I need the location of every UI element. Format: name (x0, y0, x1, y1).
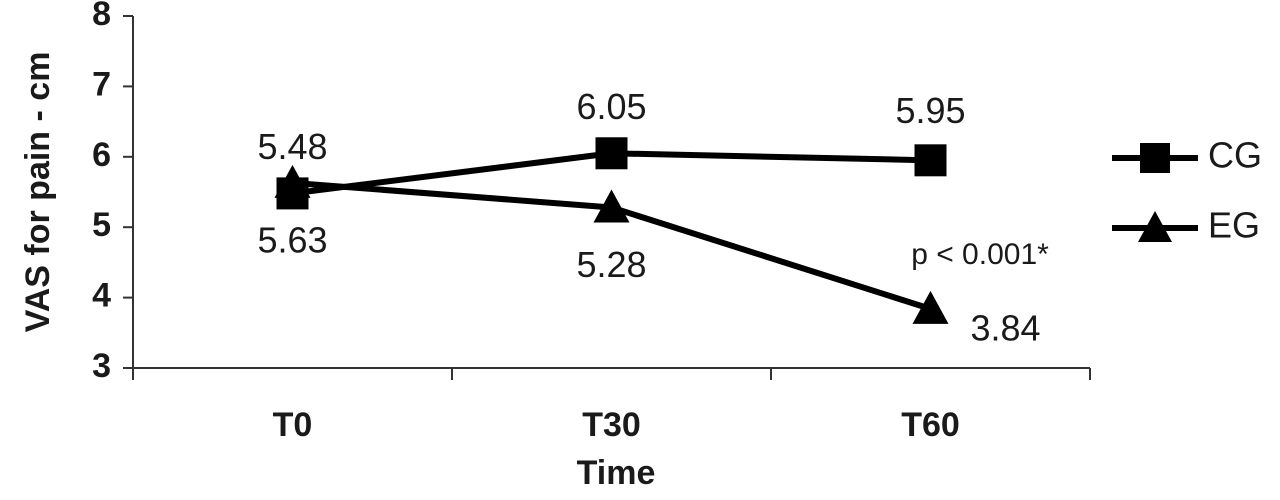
y-tick-label: 6 (92, 136, 111, 174)
data-label-eg-t30: 5.28 (576, 244, 646, 285)
legend-item-cg: CG (1112, 135, 1262, 176)
data-label-cg-t0: 5.48 (257, 126, 327, 167)
data-labels: 5.48 6.05 5.95 5.63 5.28 3.84 (257, 86, 1040, 349)
legend-triangle-icon (1138, 211, 1172, 242)
series-markers (274, 137, 949, 324)
legend-label: CG (1208, 135, 1262, 176)
y-axis-title: VAS for pain - cm (19, 52, 57, 333)
plot-area: 3 4 5 6 7 8 T0 T30 T60 5.48 6.05 5.95 5.63 5.28 3.84 (92, 0, 1091, 444)
x-axis-title: Time (577, 454, 656, 492)
data-label-cg-t60: 5.95 (895, 90, 965, 131)
data-label-eg-t60: 3.84 (970, 307, 1040, 348)
marker-cg-t60 (914, 144, 947, 177)
x-tick-label: T30 (582, 406, 641, 444)
y-tick-label: 8 (92, 0, 111, 33)
series-lines (292, 150, 932, 312)
legend: CG EG (1112, 135, 1262, 246)
p-value-annotation: p < 0.001* (911, 238, 1049, 271)
legend-square-icon (1140, 143, 1170, 173)
x-tick-label: T60 (901, 406, 960, 444)
x-tick-label: T0 (273, 406, 313, 444)
marker-eg-t30 (593, 189, 630, 223)
y-tick-label: 4 (92, 277, 111, 315)
marker-eg-t60 (912, 290, 949, 324)
marker-eg-t0 (274, 164, 311, 198)
y-tick-label: 5 (92, 206, 111, 244)
legend-item-eg: EG (1112, 205, 1260, 246)
data-label-eg-t0: 5.63 (257, 219, 327, 260)
y-ticks: 3 4 5 6 7 8 (92, 0, 133, 385)
x-ticks: T0 T30 T60 (132, 368, 1091, 444)
legend-label: EG (1208, 205, 1260, 246)
data-label-cg-t30: 6.05 (576, 86, 646, 127)
y-tick-label: 7 (92, 65, 111, 103)
marker-cg-t30 (595, 137, 628, 170)
y-tick-label: 3 (92, 347, 111, 385)
